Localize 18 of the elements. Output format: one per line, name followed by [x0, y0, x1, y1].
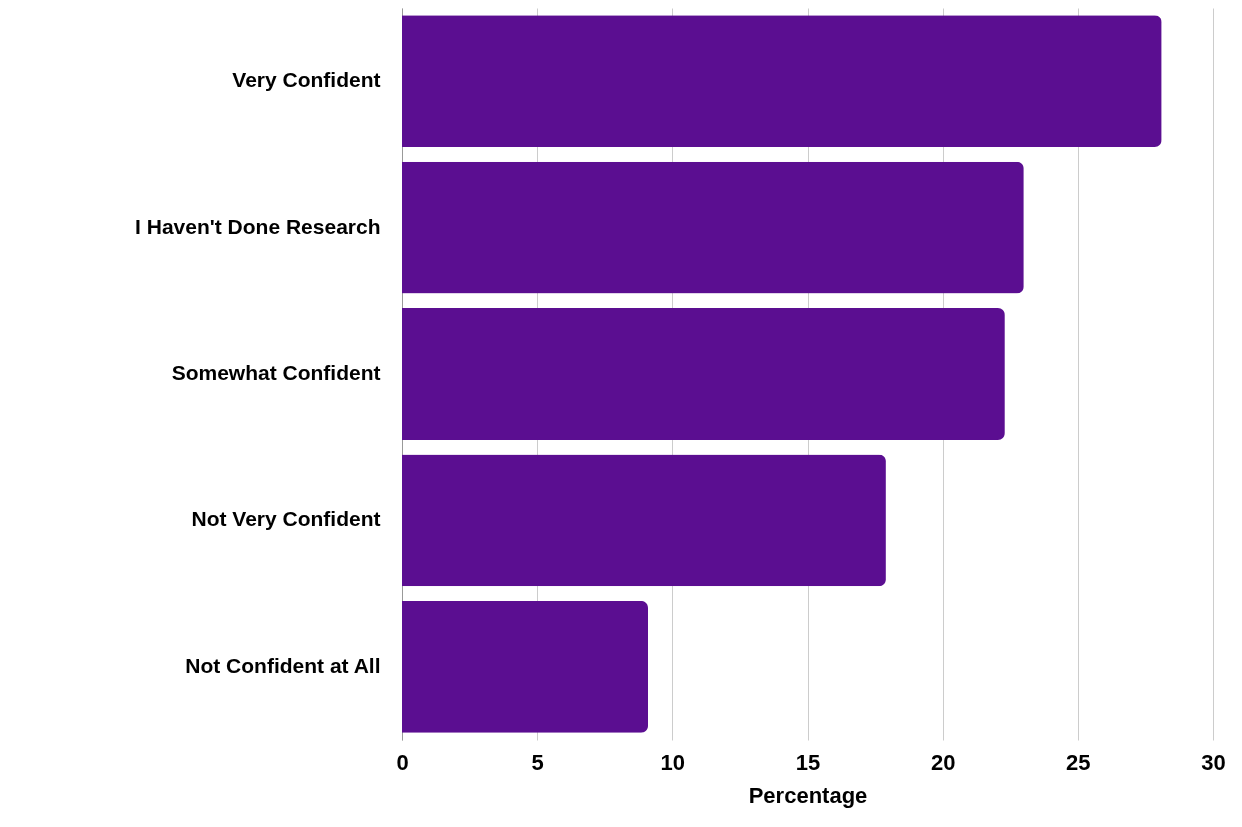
x-tick-label: 10	[660, 749, 686, 775]
x-axis-title: Percentage	[748, 782, 868, 808]
y-tick-label: Not Very Confident	[191, 507, 381, 531]
x-tick-label: 30	[1201, 749, 1226, 775]
y-tick-label: Not Confident at All	[185, 653, 381, 677]
x-tick-label: 25	[1066, 749, 1091, 775]
x-tick-label: 15	[795, 749, 821, 775]
y-tick-label: I Haven't Done Research	[135, 214, 381, 238]
x-tick-label: 5	[531, 749, 544, 775]
bar	[402, 308, 1005, 440]
bar	[402, 161, 1024, 294]
bar	[402, 454, 886, 587]
x-tick-label: 20	[930, 749, 956, 775]
bar	[402, 600, 648, 733]
x-tick-label: 0	[396, 749, 409, 775]
bar	[402, 15, 1162, 148]
y-tick-label: Very Confident	[232, 68, 381, 92]
y-tick-label: Somewhat Confident	[171, 361, 381, 384]
